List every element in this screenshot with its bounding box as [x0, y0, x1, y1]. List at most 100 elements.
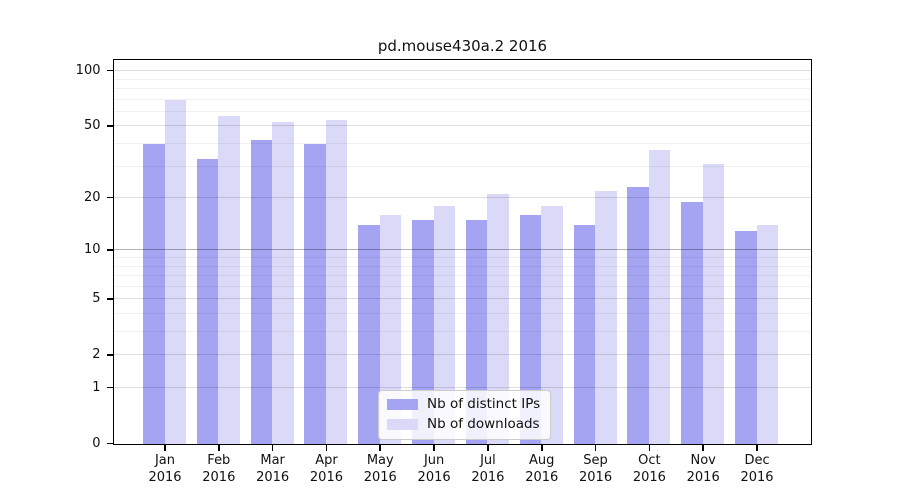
legend-label: Nb of downloads: [427, 416, 540, 432]
bar-distinct-ips-oct: [627, 187, 649, 444]
x-tick-label: Jul 2016: [460, 452, 516, 486]
plot-area: Nb of distinct IPs Nb of downloads: [113, 59, 812, 445]
y-tick-label: 1: [92, 379, 101, 395]
y-tick-label: 5: [92, 290, 101, 306]
x-tick-label: Nov 2016: [675, 452, 731, 486]
bar-distinct-ips-may: [358, 225, 380, 444]
x-label-month: Jul: [480, 453, 496, 468]
bar-downloads-nov: [702, 164, 725, 444]
x-label-year: 2016: [579, 470, 613, 485]
x-tick: [164, 445, 166, 451]
bar-downloads-dec: [756, 225, 779, 444]
x-label-month: Nov: [690, 453, 716, 468]
x-label-month: Mar: [260, 453, 285, 468]
x-label-month: Sep: [583, 453, 608, 468]
bar-distinct-ips-jan: [143, 144, 165, 444]
x-tick: [756, 445, 758, 451]
x-tick: [433, 445, 435, 451]
x-label-month: Jun: [423, 453, 445, 468]
x-label-month: Aug: [529, 453, 555, 468]
bar-downloads-apr: [325, 120, 348, 444]
bar-distinct-ips-jun: [412, 220, 434, 444]
x-label-year: 2016: [525, 470, 559, 485]
x-tick-label: Dec 2016: [729, 452, 785, 486]
y-tick: [106, 386, 113, 389]
x-tick-label: Oct 2016: [621, 452, 677, 486]
legend-swatch-downloads: [387, 419, 418, 430]
x-label-year: 2016: [363, 470, 397, 485]
x-tick-label: May 2016: [352, 452, 408, 486]
y-tick-label: 2: [92, 346, 101, 362]
gridline-minor: [114, 110, 811, 112]
bar-distinct-ips-apr: [304, 144, 326, 444]
x-tick-label: Feb 2016: [191, 452, 247, 486]
gridline-minor: [114, 88, 811, 90]
bar-downloads-jul: [487, 194, 509, 444]
x-tick-label: Apr 2016: [298, 452, 354, 486]
legend-item: Nb of downloads: [387, 416, 540, 433]
legend-item: Nb of distinct IPs: [387, 396, 540, 413]
x-label-year: 2016: [256, 470, 290, 485]
y-tick-label: 20: [83, 189, 101, 205]
x-tick: [271, 445, 274, 451]
x-label-year: 2016: [632, 470, 666, 485]
x-tick: [702, 445, 704, 451]
bar-downloads-aug: [541, 206, 563, 444]
x-label-month: Jan: [154, 453, 176, 468]
y-tick: [106, 442, 113, 445]
bar-distinct-ips-dec: [735, 230, 757, 444]
x-tick: [487, 445, 489, 451]
x-label-year: 2016: [202, 470, 236, 485]
bar-distinct-ips-mar: [250, 140, 273, 444]
bar-downloads-feb: [218, 116, 240, 444]
bar-distinct-ips-aug: [519, 215, 542, 444]
bar-downloads-jan: [164, 99, 186, 444]
y-tick: [106, 353, 113, 356]
x-label-month: Dec: [744, 453, 770, 468]
bar-distinct-ips-feb: [196, 159, 219, 444]
x-label-month: May: [366, 453, 394, 468]
x-label-month: Feb: [207, 453, 231, 468]
bar-distinct-ips-jul: [465, 220, 488, 444]
x-label-year: 2016: [148, 470, 182, 485]
bar-downloads-jun: [433, 206, 456, 444]
x-label-year: 2016: [309, 470, 343, 485]
bar-downloads-oct: [648, 150, 671, 444]
x-tick: [594, 445, 597, 451]
bar-distinct-ips-nov: [681, 202, 703, 444]
x-tick-label: Jun 2016: [406, 452, 462, 486]
legend: Nb of distinct IPs Nb of downloads: [378, 390, 552, 440]
y-tick: [106, 297, 113, 300]
y-tick-label: 10: [83, 241, 101, 257]
y-tick: [106, 69, 113, 72]
x-tick: [218, 445, 220, 451]
x-tick: [648, 445, 651, 451]
x-label-month: Apr: [315, 453, 338, 468]
legend-swatch-distinct-ips: [387, 399, 418, 410]
x-tick: [325, 445, 328, 451]
y-tick: [106, 249, 113, 251]
chart-title: pd.mouse430a.2 2016: [377, 37, 548, 55]
y-tick-label: 50: [83, 117, 101, 133]
gridline-minor: [114, 78, 811, 80]
bar-downloads-may: [379, 215, 402, 444]
y-tick-label: 0: [92, 435, 101, 451]
x-tick: [540, 445, 543, 451]
x-tick-label: Sep 2016: [568, 452, 624, 486]
x-label-month: Oct: [638, 453, 661, 468]
y-tick: [106, 196, 113, 199]
x-tick-label: Aug 2016: [514, 452, 570, 486]
x-label-year: 2016: [471, 470, 505, 485]
x-tick-label: Jan 2016: [137, 452, 193, 486]
gridline-major: [114, 70, 811, 72]
x-tick-label: Mar 2016: [245, 452, 301, 486]
x-label-year: 2016: [686, 470, 720, 485]
x-tick: [379, 445, 382, 451]
bar-distinct-ips-sep: [573, 225, 596, 444]
bar-downloads-sep: [595, 190, 617, 444]
y-tick-label: 100: [75, 62, 101, 78]
gridline-minor: [114, 98, 811, 100]
x-label-year: 2016: [417, 470, 451, 485]
legend-label: Nb of distinct IPs: [427, 396, 541, 412]
